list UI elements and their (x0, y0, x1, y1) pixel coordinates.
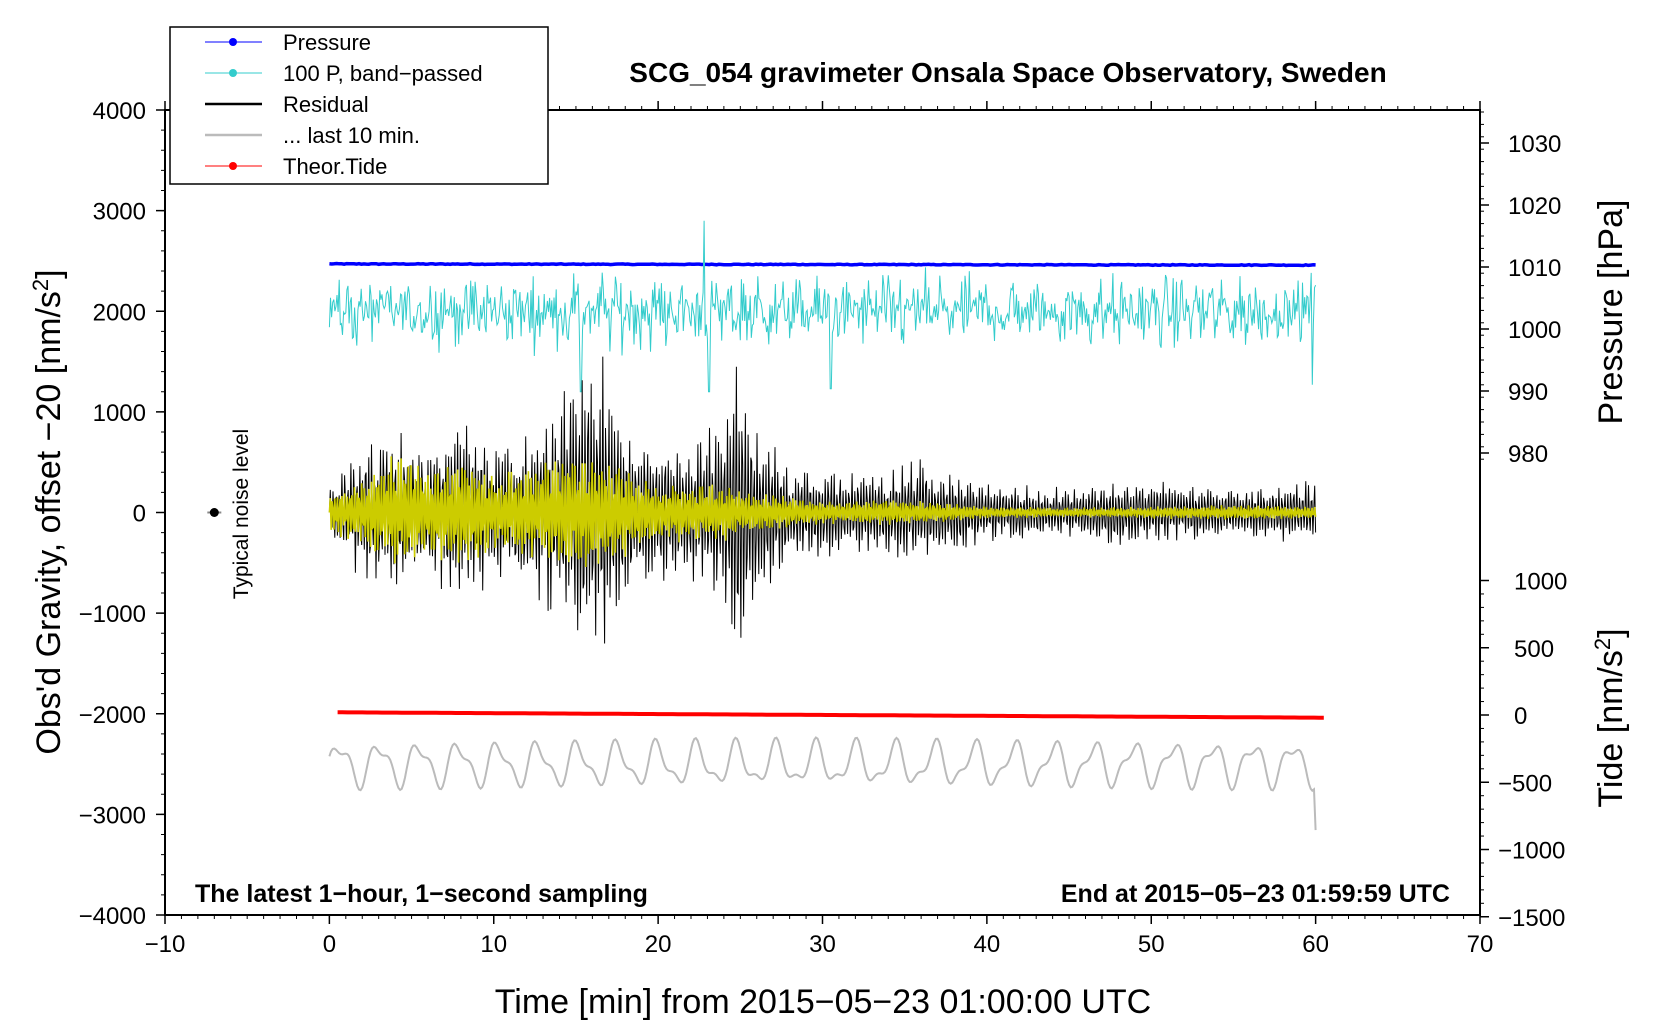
bandpassed-pressure-line (328, 220, 1317, 393)
y-tick-label: −1000 (79, 601, 146, 628)
x-tick-label: 70 (1467, 931, 1494, 958)
legend-item: ... last 10 min. (205, 123, 420, 148)
y-tick-label: −4000 (79, 903, 146, 930)
y-axis-pressure-title: Pressure [hPa] (1592, 200, 1630, 425)
legend-item: Theor.Tide (205, 154, 387, 179)
y-tick-label: −3000 (79, 802, 146, 829)
annotation-end-time: End at 2015−05−23 01:59:59 UTC (1061, 880, 1450, 908)
tide-tick-label: −1500 (1498, 905, 1565, 932)
legend-label: Residual (283, 92, 369, 117)
tide-tick-label: −1000 (1498, 838, 1565, 865)
x-tick-label: 60 (1302, 931, 1329, 958)
pressure-tick-label: 1030 (1508, 131, 1561, 158)
legend-item: Residual (205, 92, 369, 117)
tide-tick-label: 0 (1514, 703, 1527, 730)
noise-level-label: Typical noise level (230, 429, 253, 599)
pressure-tick-label: 1000 (1508, 317, 1561, 344)
legend-label: Theor.Tide (283, 154, 387, 179)
noise-level-marker: Typical noise level (207, 429, 253, 599)
pressure-tick-label: 980 (1508, 441, 1548, 468)
y-axis-left-ticks: 4000 3000 2000 1000 0 −1000 −2000 −3000 −4000 (79, 98, 165, 930)
pressure-axis-ticks: 1030 1020 1010 1000 990 980 (1480, 131, 1561, 468)
legend-box (169, 26, 549, 185)
legend-swatch-marker (229, 38, 237, 46)
pressure-line (329, 261, 1316, 268)
y-axis-tide-title-main: Tide [nm/s (1592, 650, 1630, 807)
legend-items: Pressure 100 P, band−passed Residual ... la… (205, 30, 483, 179)
x-axis-title: Time [min] from 2015−05−23 01:00:00 UTC (495, 983, 1151, 1020)
last-10-min-line (328, 736, 1317, 831)
legend-item: 100 P, band−passed (205, 61, 483, 86)
legend-label: ... last 10 min. (283, 123, 420, 148)
y-tick-label: 2000 (93, 299, 146, 326)
x-tick-label: 20 (645, 931, 672, 958)
y-tick-label: 3000 (93, 199, 146, 226)
annotation-sampling: The latest 1−hour, 1−second sampling (195, 880, 648, 908)
x-tick-label: 50 (1138, 931, 1165, 958)
y-axis-left-title-end: ] (30, 269, 68, 278)
y-axis-tide-title-sup: 2 (1590, 638, 1615, 650)
legend: Pressure 100 P, band−passed Residual ... la… (169, 26, 549, 185)
tide-axis-ticks: 1000 500 0 −500 −1000 −1500 (1480, 569, 1567, 932)
x-axis-ticks: −10 0 10 20 30 40 50 60 70 (145, 101, 1494, 958)
x-tick-label: 30 (809, 931, 836, 958)
y-tick-label: −2000 (79, 702, 146, 729)
y-tick-label: 0 (133, 501, 146, 528)
tide-tick-label: 500 (1514, 636, 1554, 663)
legend-item: Pressure (205, 30, 371, 55)
legend-label: 100 P, band−passed (283, 61, 483, 86)
chart-title: SCG_054 gravimeter Onsala Space Observat… (629, 57, 1386, 88)
noise-level-dot (209, 508, 219, 517)
legend-swatch-marker (229, 162, 237, 170)
pressure-tick-label: 1020 (1508, 193, 1561, 220)
y-axis-tide-title-end: ] (1592, 628, 1630, 637)
legend-swatch-marker (229, 69, 237, 77)
y-axis-left-title: Obs'd Gravity, offset −20 [nm/s2] (28, 269, 68, 754)
x-tick-label: 0 (323, 931, 336, 958)
pressure-tick-label: 1010 (1508, 255, 1561, 282)
y-axis-left-title-main: Obs'd Gravity, offset −20 [nm/s (30, 291, 68, 754)
tide-tick-label: −500 (1498, 770, 1552, 797)
residual-filtered-line (328, 456, 1317, 568)
y-axis-left-title-sup: 2 (28, 279, 53, 291)
y-tick-label: 1000 (93, 400, 146, 427)
minor-ticks (161, 106, 1484, 919)
y-axis-tide-title: Tide [nm/s2] (1590, 628, 1630, 807)
legend-label: Pressure (283, 30, 371, 55)
pressure-tick-label: 990 (1508, 379, 1548, 406)
series-layer (328, 220, 1324, 831)
tide-line (337, 710, 1324, 720)
x-tick-label: 10 (480, 931, 507, 958)
y-tick-label: 4000 (93, 98, 146, 125)
tide-tick-label: 1000 (1514, 569, 1567, 596)
x-tick-label: −10 (145, 931, 186, 958)
x-tick-label: 40 (974, 931, 1001, 958)
